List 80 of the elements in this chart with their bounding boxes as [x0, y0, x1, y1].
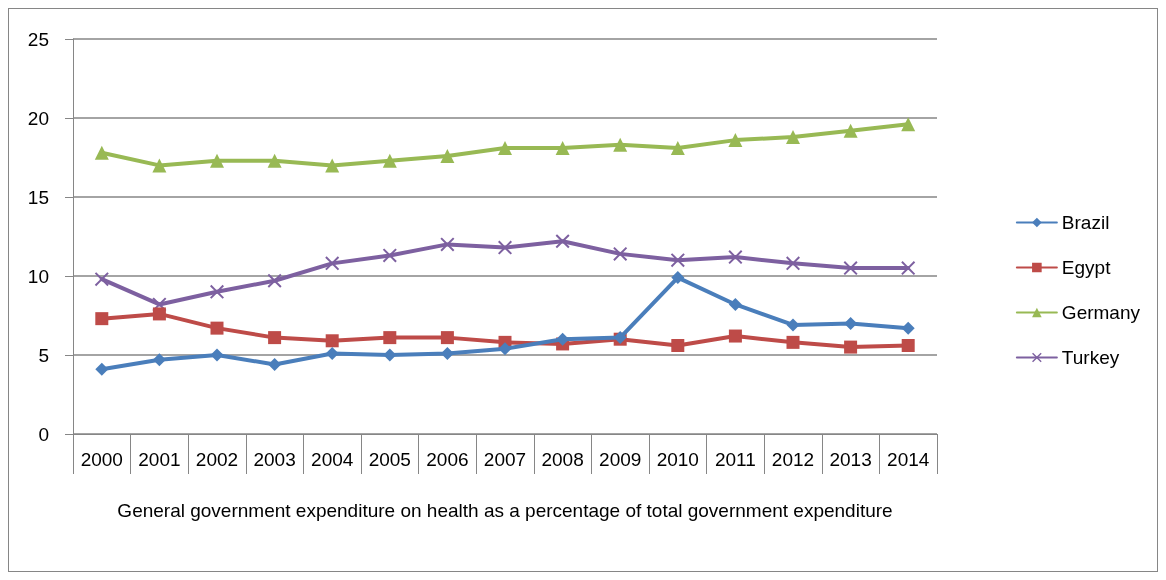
x-tick-label: 2009: [599, 449, 642, 470]
point: [901, 339, 915, 353]
point: [671, 339, 685, 353]
legend-label: Turkey: [1061, 347, 1120, 368]
x-tick-label: 2010: [656, 449, 699, 470]
point: [786, 256, 800, 271]
point: [325, 346, 339, 360]
point: [613, 137, 628, 152]
point: [555, 234, 570, 249]
point: [728, 297, 742, 311]
point: [728, 133, 743, 148]
point: [555, 141, 570, 156]
x-tick-label: 2005: [368, 449, 411, 470]
x-tick-label: 2007: [483, 449, 527, 470]
point: [786, 335, 800, 349]
legend-label: Germany: [1061, 302, 1141, 323]
x-tick-label: 2014: [887, 449, 930, 470]
y-tick-label: 0: [38, 423, 49, 445]
point: [498, 141, 512, 156]
point: [901, 261, 916, 276]
point: [843, 261, 858, 276]
legend-label: Brazil: [1061, 212, 1110, 233]
point: [901, 321, 915, 335]
point: [210, 284, 224, 299]
point: [844, 340, 858, 354]
point: [325, 334, 339, 348]
point: [210, 153, 224, 168]
point: [844, 316, 858, 330]
point: [152, 353, 166, 367]
x-tick-label: 2001: [138, 449, 181, 470]
point: [901, 117, 916, 132]
legend-label: Egypt: [1061, 257, 1112, 278]
point: [440, 237, 455, 252]
point: [325, 158, 340, 173]
point: [94, 272, 109, 287]
point: [210, 348, 224, 362]
point: [267, 273, 282, 288]
y-tick-label: 5: [38, 344, 49, 366]
point: [613, 246, 628, 261]
point: [268, 331, 282, 345]
x-tick-label: 2012: [771, 449, 815, 470]
y-tick-label: 20: [27, 107, 49, 129]
point: [786, 318, 800, 332]
point: [95, 362, 109, 376]
point: [440, 346, 454, 360]
point: [94, 145, 109, 160]
point: [440, 331, 454, 345]
point: [786, 129, 800, 144]
point: [95, 312, 109, 326]
point: [210, 321, 224, 335]
point: [268, 357, 282, 371]
point: [383, 348, 397, 362]
point: [152, 158, 167, 173]
point: [498, 342, 512, 356]
point: [267, 153, 282, 168]
x-tick-label: 2011: [714, 449, 756, 470]
point: [383, 331, 397, 345]
x-tick-label: 2008: [541, 449, 584, 470]
point: [728, 250, 743, 265]
x-tick-label: 2006: [426, 449, 469, 470]
x-tick-label: 2004: [311, 449, 354, 470]
x-axis-title: General government expenditure on health as a percentage of total government expenditure: [117, 499, 893, 521]
point: [671, 271, 685, 285]
point: [843, 123, 858, 138]
x-tick-label: 2000: [80, 449, 123, 470]
x-tick-label: 2003: [253, 449, 296, 470]
point: [728, 329, 742, 343]
point: [152, 307, 166, 321]
y-tick-label: 25: [27, 28, 49, 50]
point: [670, 141, 685, 156]
x-tick-label: 2002: [195, 449, 239, 470]
y-tick-label: 15: [27, 186, 49, 208]
point: [382, 248, 397, 263]
y-tick-label: 10: [27, 265, 49, 287]
x-tick-label: 2013: [829, 449, 872, 470]
point: [325, 256, 340, 271]
point: [382, 153, 397, 168]
point: [556, 332, 570, 346]
point: [440, 148, 455, 163]
point: [670, 253, 685, 268]
